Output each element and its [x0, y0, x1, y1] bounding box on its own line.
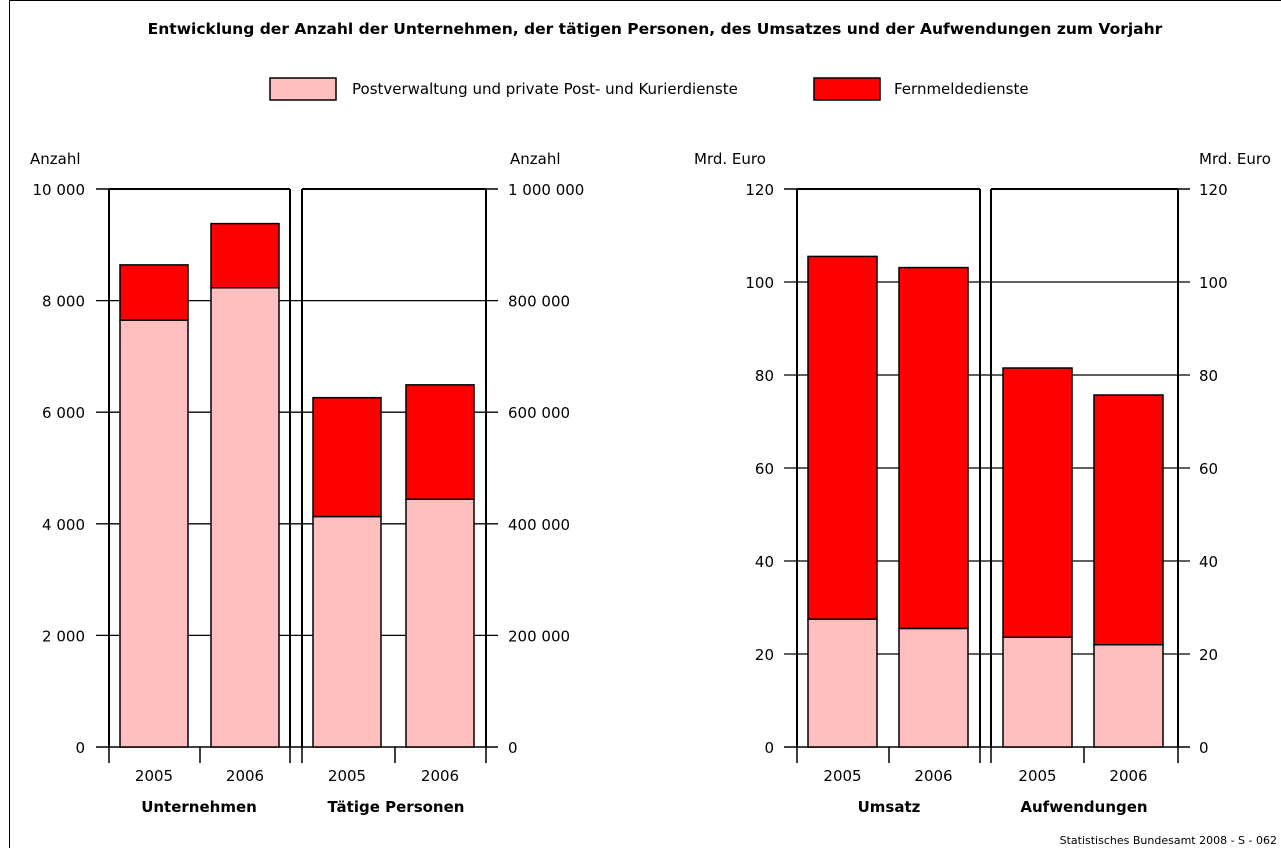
chart1-left-tick-label: 8 000	[42, 293, 85, 311]
chart2-left-tick-label: 120	[745, 181, 774, 199]
legend-label-1: Postverwaltung und private Post- und Kur…	[352, 80, 738, 98]
chart1-left-tick-label: 2 000	[42, 627, 85, 645]
chart1-bar-t-tige-personen-2005-post	[312, 515, 382, 748]
chart2-category-label: 2005	[823, 767, 861, 785]
chart1-bar-unternehmen-2005-fernmelde	[119, 264, 189, 321]
chart2-right-axis-title: Mrd. Euro	[1199, 150, 1271, 168]
chart1-right-axis-title: Anzahl	[510, 150, 561, 168]
chart2-category-label: 2006	[1109, 767, 1147, 785]
chart1-group-label: Unternehmen	[141, 798, 257, 816]
chart2-bar-umsatz-2006-fernmelde	[898, 266, 969, 630]
chart1-left-axis-title: Anzahl	[30, 150, 81, 168]
chart2-left-axis-title: Mrd. Euro	[694, 150, 766, 168]
chart2-left-tick-label: 40	[755, 553, 774, 571]
legend-swatch-2	[813, 77, 881, 101]
chart-title: Entwicklung der Anzahl der Unternehmen, …	[147, 20, 1163, 38]
chart1-bar-unternehmen-2006-post	[210, 287, 280, 748]
chart2-bar-umsatz-2005-post	[807, 618, 878, 748]
chart2-right-tick-label: 60	[1199, 460, 1218, 478]
chart1-left-tick-label: 10 000	[33, 181, 86, 199]
chart1-category-label: 2005	[135, 767, 173, 785]
chart2-group-label: Aufwendungen	[1020, 798, 1147, 816]
chart2-bar-aufwendungen-2005-post	[1002, 636, 1073, 748]
chart1-bar-t-tige-personen-2005-fernmelde	[312, 396, 382, 518]
chart1-bar-unternehmen-2005-post	[119, 319, 189, 748]
chart1-right-tick-label: 600 000	[508, 404, 570, 422]
chart2-bar-umsatz-2005-fernmelde	[807, 255, 878, 620]
chart2-category-label: 2006	[914, 767, 952, 785]
source-note: Statistisches Bundesamt 2008 - S - 062	[1059, 834, 1277, 847]
chart1-right-tick-label: 1 000 000	[508, 181, 584, 199]
chart2-left-tick-label: 20	[755, 646, 774, 664]
chart1-left-tick-label: 4 000	[42, 516, 85, 534]
chart1-right-tick-label: 200 000	[508, 627, 570, 645]
chart2-right-tick-label: 20	[1199, 646, 1218, 664]
chart-frame	[9, 0, 1281, 848]
chart2-category-label: 2005	[1018, 767, 1056, 785]
chart2-right-tick-label: 0	[1199, 739, 1209, 757]
chart2-right-tick-label: 120	[1199, 181, 1228, 199]
chart2-right-tick-label: 80	[1199, 367, 1218, 385]
chart2-group-label: Umsatz	[858, 798, 921, 816]
legend-swatch-1	[269, 77, 337, 101]
chart1-right-tick-label: 400 000	[508, 516, 570, 534]
chart1-category-label: 2005	[328, 767, 366, 785]
chart1-category-label: 2006	[421, 767, 459, 785]
chart1-bar-unternehmen-2006-fernmelde	[210, 222, 280, 289]
chart2-left-tick-label: 0	[764, 739, 774, 757]
chart1-left-tick-label: 0	[75, 739, 85, 757]
legend-label-2: Fernmeldedienste	[894, 80, 1029, 98]
chart1-category-label: 2006	[226, 767, 264, 785]
chart1-left-tick-label: 6 000	[42, 404, 85, 422]
chart2-right-tick-label: 100	[1199, 274, 1228, 292]
chart1-right-tick-label: 0	[508, 739, 518, 757]
chart2-bar-aufwendungen-2006-post	[1093, 643, 1164, 748]
chart2-left-tick-label: 60	[755, 460, 774, 478]
chart2-right-tick-label: 40	[1199, 553, 1218, 571]
chart1-bar-t-tige-personen-2006-post	[405, 498, 475, 748]
chart1-right-tick-label: 800 000	[508, 293, 570, 311]
chart2-bar-aufwendungen-2006-fernmelde	[1093, 394, 1164, 646]
chart1-bar-t-tige-personen-2006-fernmelde	[405, 384, 475, 500]
chart2-left-tick-label: 80	[755, 367, 774, 385]
chart2-bar-aufwendungen-2005-fernmelde	[1002, 367, 1073, 639]
chart2-left-tick-label: 100	[745, 274, 774, 292]
chart2-bar-umsatz-2006-post	[898, 627, 969, 748]
chart1-group-label: Tätige Personen	[328, 798, 465, 816]
